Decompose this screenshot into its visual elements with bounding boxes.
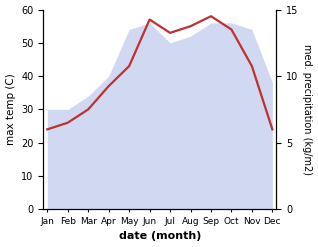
Y-axis label: med. precipitation (kg/m2): med. precipitation (kg/m2) [302, 44, 313, 175]
Y-axis label: max temp (C): max temp (C) [5, 74, 16, 145]
X-axis label: date (month): date (month) [119, 231, 201, 242]
